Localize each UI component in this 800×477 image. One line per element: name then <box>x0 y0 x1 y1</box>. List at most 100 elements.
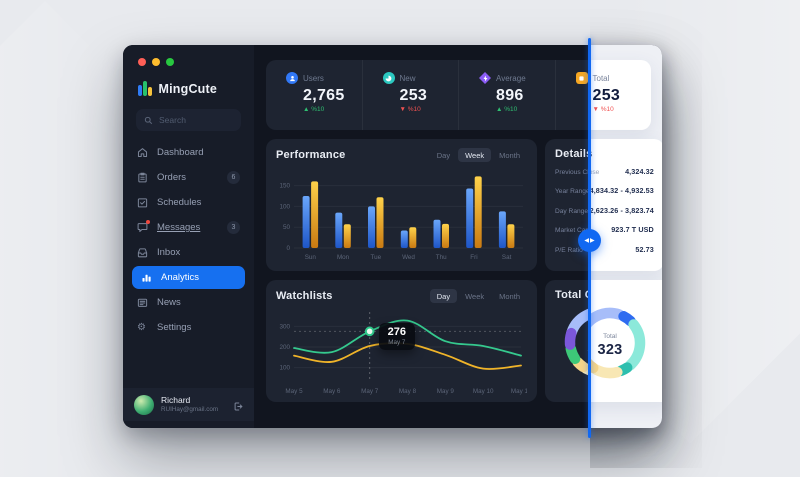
svg-text:150: 150 <box>279 183 290 190</box>
chart-tooltip: 276 May 7 <box>378 323 416 351</box>
inbox-icon <box>137 247 148 258</box>
svg-text:May 5: May 5 <box>285 388 303 395</box>
detail-value: 2,623.26 - 3,823.74 <box>589 205 654 215</box>
tab-day[interactable]: Day <box>436 150 451 160</box>
svg-text:Thu: Thu <box>436 254 447 261</box>
stat-value: 253 <box>399 87 428 104</box>
detail-value: 923.7 T USD <box>611 225 654 235</box>
svg-text:100: 100 <box>279 365 290 372</box>
sidebar-item-label: Inbox <box>157 247 181 258</box>
watchlists-card: Watchlists Day Week Month 100 200 300 May 5… <box>266 280 537 402</box>
detail-row: Day Range 2,623.26 - 3,823.74 <box>555 206 654 225</box>
performance-title: Performance <box>276 149 346 161</box>
avatar <box>134 394 154 415</box>
details-rows: Previous Close 4,324.32 Year Range 4,834… <box>555 167 654 264</box>
svg-text:May 6: May 6 <box>323 388 341 395</box>
watchlists-title: Watchlists <box>276 290 333 302</box>
app-logo: MingCute <box>123 66 254 96</box>
sidebar-item-messages[interactable]: Messages 3 <box>123 215 254 240</box>
sidebar-item-label: Schedules <box>157 197 202 208</box>
sidebar-nav: Dashboard Orders 6 Schedules Messages 3 Inbox A… <box>123 140 254 340</box>
performance-tabs: Day Week Month <box>430 148 527 162</box>
svg-text:May 7: May 7 <box>361 388 379 395</box>
stat-average-icon <box>479 72 491 84</box>
stat-users: Users 2,765 ▲ %10 <box>266 60 363 130</box>
svg-text:100: 100 <box>279 203 290 210</box>
detail-label: Year Range <box>555 188 590 196</box>
stat-delta: ▲ %10 <box>496 106 518 113</box>
detail-label: Day Range <box>555 207 588 215</box>
badge-count: 3 <box>227 221 240 234</box>
performance-card: Performance Day Week Month 0 50 100 150 Sun… <box>266 139 537 271</box>
svg-text:Sat: Sat <box>502 254 512 261</box>
performance-bar-chart: 0 50 100 150 Sun Mon Tue Wed Thu Fri Sat <box>279 176 523 261</box>
traffic-light-1[interactable] <box>152 58 160 66</box>
watchlists-line-chart: 100 200 300 May 5 May 6 May 7 May 8 May 9 May … <box>279 312 527 395</box>
settings-icon: ⚙ <box>137 322 146 333</box>
app-title: MingCute <box>158 81 218 96</box>
svg-text:0: 0 <box>286 245 290 252</box>
sidebar-item-analytics[interactable]: Analytics <box>132 266 245 289</box>
sidebar-item-label: Settings <box>157 322 192 333</box>
tab-day[interactable]: Day <box>429 289 458 303</box>
stat-value: 2,765 <box>303 87 345 104</box>
stat-value: 253 <box>592 87 621 104</box>
search-input[interactable] <box>159 115 233 125</box>
logout-icon[interactable] <box>232 399 243 411</box>
detail-row: Year Range 4,834.32 - 4,932.53 <box>555 186 654 205</box>
stat-average: Average 896 ▲ %10 <box>459 60 556 130</box>
detail-label: Market Cap <box>555 227 590 235</box>
stat-new: New 253 ▼ %10 <box>363 60 459 130</box>
stat-label: Total <box>592 73 610 83</box>
window-controls[interactable] <box>123 45 254 66</box>
svg-text:May 8: May 8 <box>399 388 417 395</box>
svg-text:Total: Total <box>593 332 607 339</box>
tab-week[interactable]: Week <box>458 148 492 162</box>
mingcute-logo-icon <box>138 81 152 96</box>
profile-email: RUIHay@gmail.com <box>161 405 219 413</box>
detail-row: Market Cap 923.7 T USD <box>555 225 654 244</box>
stat-total: Total 253 ▼ %10 <box>556 60 652 130</box>
stat-new-icon <box>382 72 395 84</box>
orders-icon <box>137 172 148 183</box>
sidebar-item-news[interactable]: News <box>123 290 254 315</box>
svg-text:Mon: Mon <box>337 254 350 261</box>
details-title: Details <box>555 148 593 160</box>
home-icon <box>137 147 148 158</box>
sidebar-item-settings[interactable]: ⚙ Settings <box>123 315 254 340</box>
sidebar-item-schedules[interactable]: Schedules <box>123 190 254 215</box>
stat-label: Users <box>303 73 324 83</box>
svg-text:200: 200 <box>279 344 290 351</box>
tab-month[interactable]: Month <box>499 291 520 301</box>
detail-value: 52.73 <box>635 244 654 254</box>
news-icon <box>137 297 148 308</box>
tab-week[interactable]: Week <box>465 291 485 301</box>
stat-users-icon <box>286 72 298 84</box>
badge-count: 6 <box>227 171 240 184</box>
tooltip-label: May 7 <box>388 339 406 347</box>
schedules-icon <box>137 197 148 208</box>
sidebar-item-label: Dashboard <box>157 147 204 158</box>
traffic-light-2[interactable] <box>166 58 174 66</box>
sidebar-item-dashboard[interactable]: Dashboard <box>123 140 254 165</box>
traffic-light-0[interactable] <box>138 58 146 66</box>
stat-delta: ▼ %10 <box>399 106 421 113</box>
svg-text:May 9: May 9 <box>437 388 455 395</box>
notification-dot <box>146 220 150 224</box>
svg-text:323: 323 <box>587 341 612 357</box>
sidebar-item-orders[interactable]: Orders 6 <box>123 165 254 190</box>
tab-month[interactable]: Month <box>499 150 520 160</box>
detail-label: P/E Ratio <box>555 246 583 254</box>
sidebar-item-inbox[interactable]: Inbox <box>123 240 254 265</box>
detail-value: 4,324.32 <box>625 167 654 176</box>
stat-label: New <box>399 73 416 83</box>
profile-card[interactable]: Richard RUIHay@gmail.com <box>123 388 254 421</box>
compare-slider-handle[interactable]: ◀ ▶ <box>578 229 601 252</box>
stats-card: Users 2,765 ▲ %10 New 253 ▼ %10 Average … <box>266 60 651 130</box>
search-box[interactable] <box>136 109 241 131</box>
detail-row: P/E Ratio 52.73 <box>555 245 654 264</box>
total-donut-chart: Total 323 <box>564 306 636 378</box>
detail-row: Previous Close 4,324.32 <box>555 167 654 186</box>
